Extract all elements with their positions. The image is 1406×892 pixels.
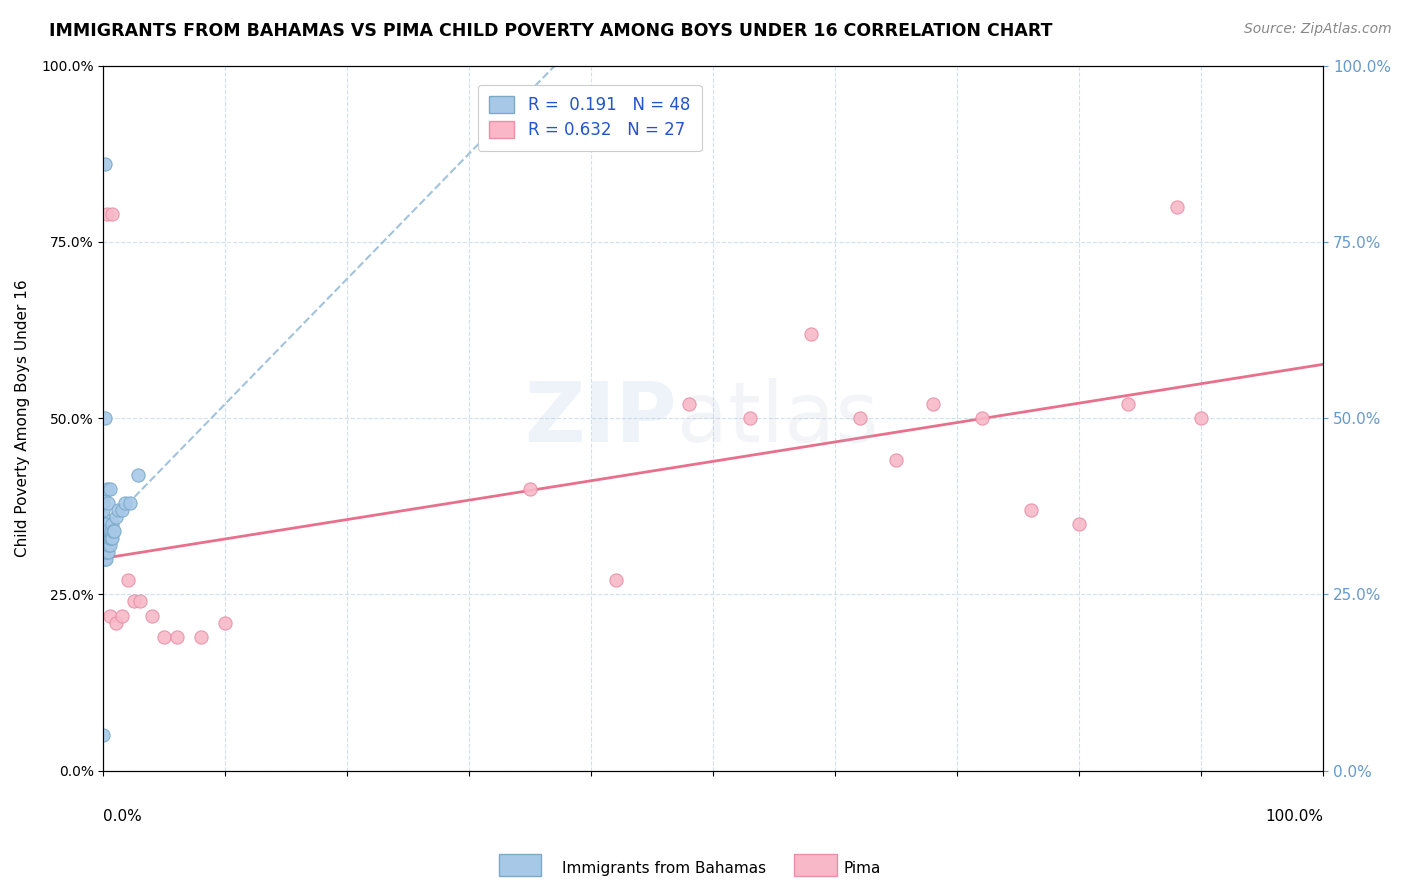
- Point: [117, 574, 139, 588]
- Point: [1189, 411, 1212, 425]
- Point: [103, 524, 125, 538]
- Point: [94, 516, 117, 531]
- Point: [111, 608, 134, 623]
- Point: [97, 545, 120, 559]
- Point: [96, 531, 118, 545]
- Point: [103, 524, 125, 538]
- Point: [93, 516, 115, 531]
- Text: Pima: Pima: [844, 861, 882, 876]
- Point: [93, 552, 115, 566]
- Text: 0.0%: 0.0%: [104, 809, 142, 824]
- Point: [101, 531, 124, 545]
- Point: [93, 538, 115, 552]
- Text: Immigrants from Bahamas: Immigrants from Bahamas: [562, 861, 766, 876]
- Point: [93, 545, 115, 559]
- Text: 100.0%: 100.0%: [1265, 809, 1323, 824]
- Point: [1019, 503, 1042, 517]
- Point: [93, 489, 115, 503]
- Point: [100, 531, 122, 545]
- Text: atlas: atlas: [676, 377, 879, 458]
- Point: [129, 594, 152, 608]
- Point: [96, 538, 118, 552]
- Point: [93, 531, 115, 545]
- Point: [93, 157, 115, 171]
- Point: [93, 538, 115, 552]
- Point: [97, 531, 120, 545]
- Point: [98, 538, 121, 552]
- Point: [97, 538, 120, 552]
- Point: [98, 608, 121, 623]
- Point: [96, 524, 118, 538]
- Point: [93, 509, 115, 524]
- Point: [96, 207, 118, 221]
- Point: [93, 531, 115, 545]
- Point: [678, 397, 700, 411]
- Y-axis label: Child Poverty Among Boys Under 16: Child Poverty Among Boys Under 16: [15, 279, 30, 557]
- Point: [94, 552, 117, 566]
- Point: [96, 482, 118, 496]
- Point: [141, 608, 163, 623]
- Point: [94, 531, 117, 545]
- Text: Source: ZipAtlas.com: Source: ZipAtlas.com: [1244, 22, 1392, 37]
- Point: [93, 496, 115, 510]
- Point: [97, 496, 120, 510]
- Point: [738, 411, 761, 425]
- Point: [127, 467, 149, 482]
- Point: [101, 516, 124, 531]
- Point: [98, 531, 121, 545]
- Point: [166, 630, 188, 644]
- Point: [519, 482, 541, 496]
- Point: [970, 411, 993, 425]
- Point: [94, 545, 117, 559]
- Point: [94, 524, 117, 538]
- Point: [111, 503, 134, 517]
- Point: [93, 552, 115, 566]
- Point: [1069, 516, 1091, 531]
- Point: [122, 594, 145, 608]
- Point: [848, 411, 870, 425]
- Point: [93, 516, 115, 531]
- Point: [922, 397, 945, 411]
- Point: [1166, 200, 1188, 214]
- Point: [98, 482, 121, 496]
- Point: [100, 524, 122, 538]
- Point: [107, 503, 129, 517]
- Point: [94, 538, 117, 552]
- Point: [214, 615, 236, 630]
- Point: [886, 453, 908, 467]
- Point: [190, 630, 212, 644]
- Point: [93, 524, 115, 538]
- Point: [800, 326, 823, 341]
- Legend: R =  0.191   N = 48, R = 0.632   N = 27: R = 0.191 N = 48, R = 0.632 N = 27: [478, 85, 702, 151]
- Point: [93, 524, 115, 538]
- Point: [120, 496, 142, 510]
- Point: [104, 615, 127, 630]
- Point: [114, 496, 136, 510]
- Point: [104, 509, 127, 524]
- Text: IMMIGRANTS FROM BAHAMAS VS PIMA CHILD POVERTY AMONG BOYS UNDER 16 CORRELATION CH: IMMIGRANTS FROM BAHAMAS VS PIMA CHILD PO…: [49, 22, 1053, 40]
- Point: [93, 503, 115, 517]
- Point: [153, 630, 176, 644]
- Point: [96, 545, 118, 559]
- Point: [605, 574, 627, 588]
- Point: [101, 207, 124, 221]
- Point: [93, 411, 115, 425]
- Point: [1116, 397, 1139, 411]
- Text: ZIP: ZIP: [524, 377, 676, 458]
- Point: [93, 728, 115, 742]
